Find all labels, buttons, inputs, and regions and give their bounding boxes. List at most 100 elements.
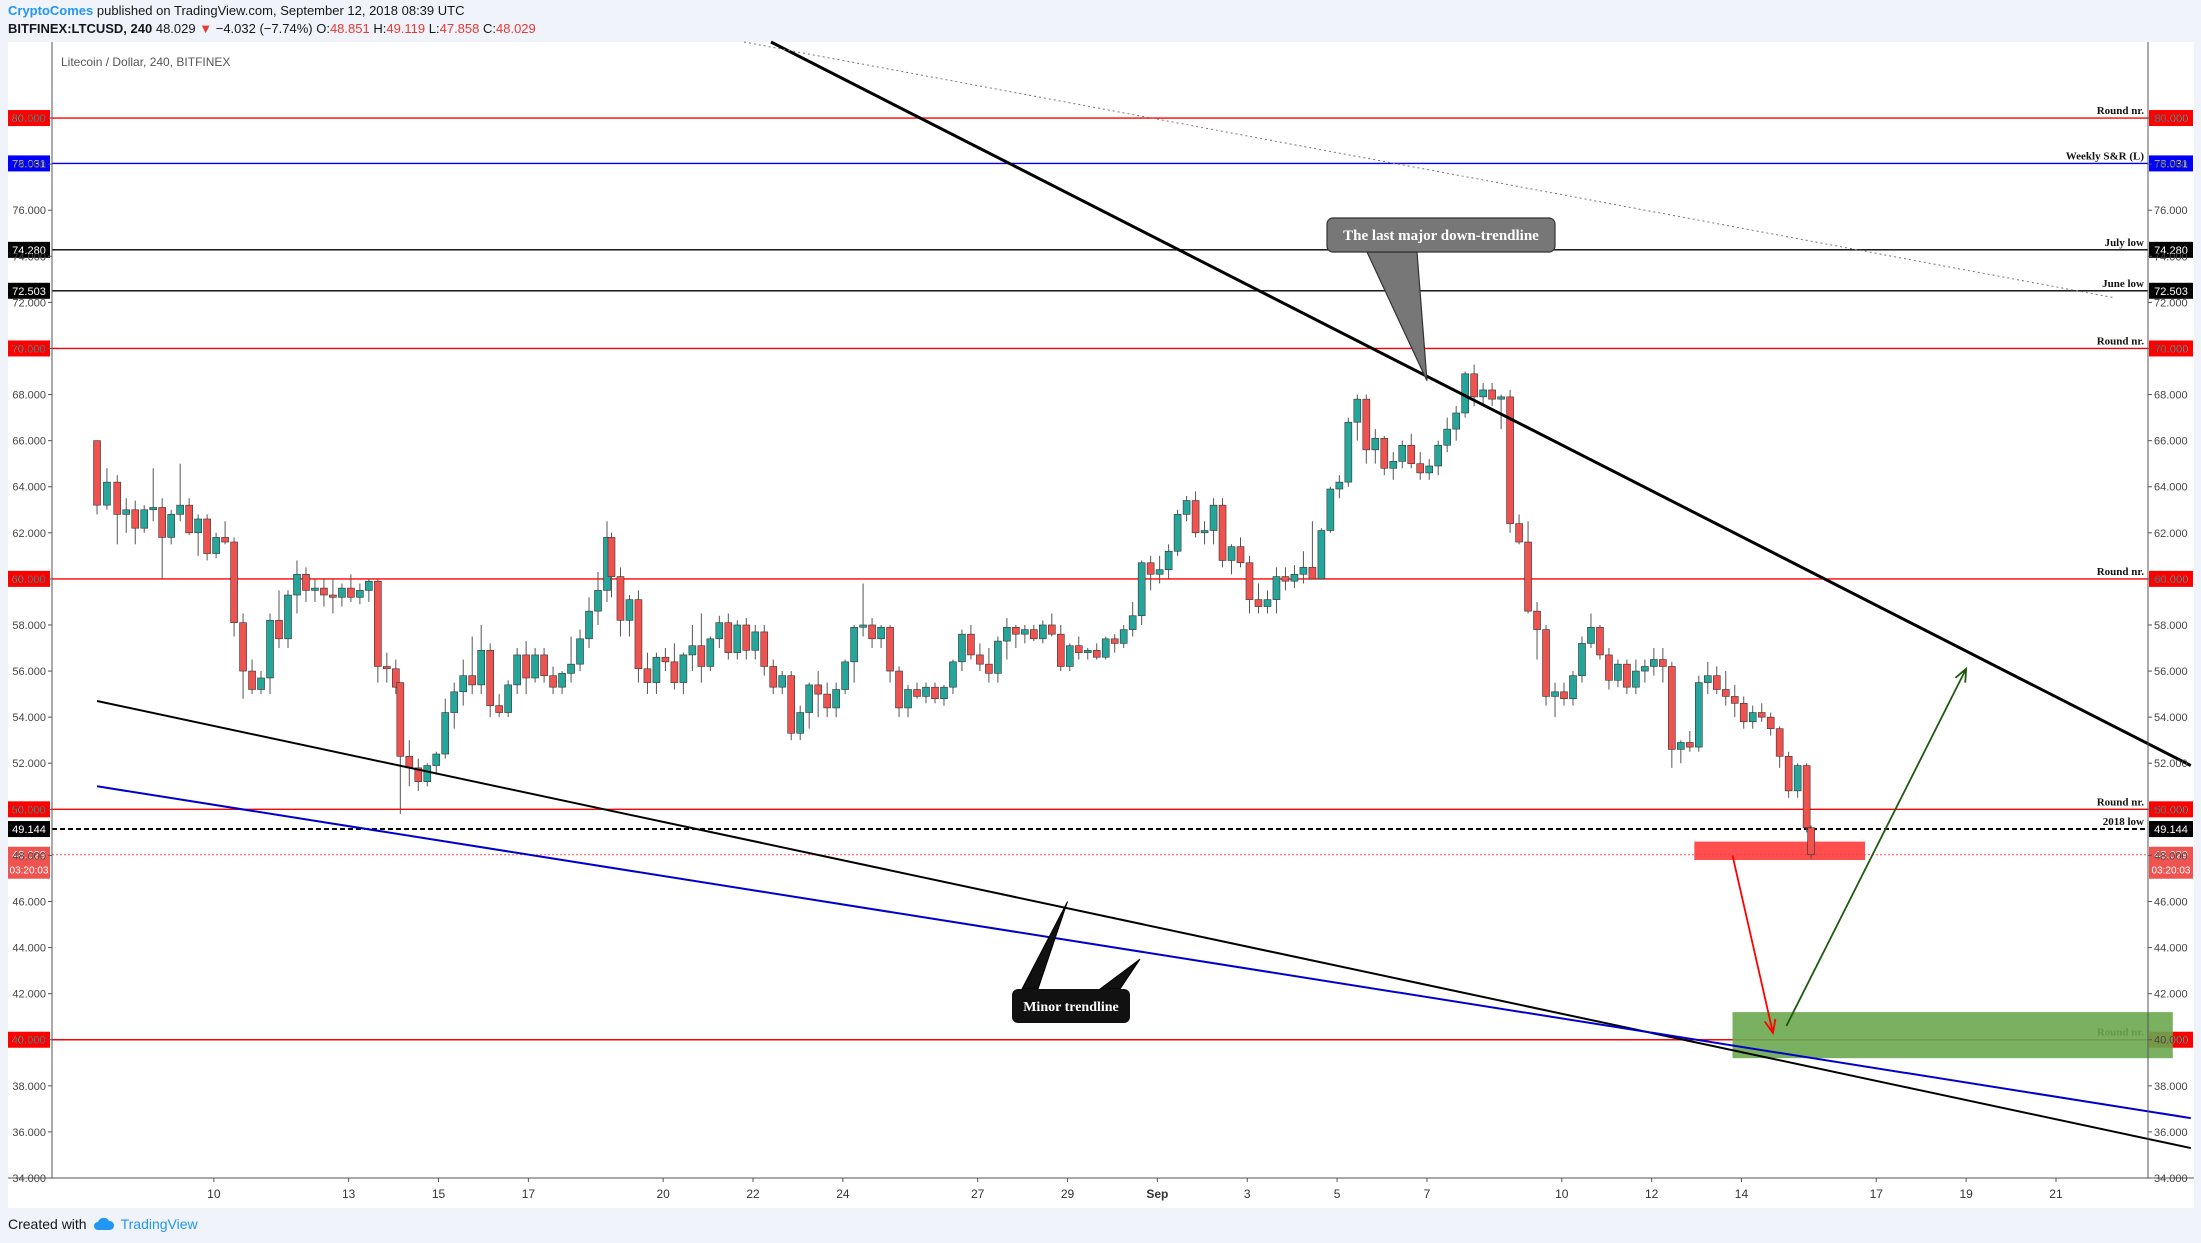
left-y-tick-label: 40.000 (12, 1035, 46, 1047)
candle (1048, 613, 1056, 637)
candle (1209, 498, 1218, 545)
candle-body (724, 622, 733, 653)
candle-body (1802, 765, 1811, 829)
candle-body (122, 509, 131, 515)
left-price-tag-label: 50.000 (12, 804, 46, 816)
candle-body (850, 626, 858, 663)
candle (1137, 560, 1146, 625)
candle (949, 659, 957, 695)
candle-body (203, 518, 211, 554)
candle-body (1137, 562, 1146, 617)
candle (432, 751, 441, 775)
level-label: Weekly S&R (L) (2066, 150, 2145, 162)
callouts-layer: The last major down-trendline Minor trend… (1012, 217, 1556, 1023)
candle (1191, 491, 1200, 538)
candle (477, 624, 485, 695)
candle (643, 652, 652, 695)
x-tick-label: 27 (971, 1187, 985, 1201)
candle (396, 682, 405, 814)
candle-body (661, 656, 670, 663)
candle (1039, 620, 1047, 644)
candle (1074, 636, 1083, 660)
publisher-name[interactable]: CryptoComes (8, 3, 94, 18)
x-tick-label: 29 (1061, 1187, 1075, 1201)
candle (103, 468, 111, 510)
x-tick-label: 19 (1959, 1187, 1973, 1201)
candle (1694, 675, 1703, 752)
candle-body (540, 654, 548, 676)
candle (1173, 509, 1182, 556)
candle (1128, 601, 1137, 637)
level-label: Round nr. (2097, 335, 2145, 347)
level-label: July low (2105, 237, 2144, 249)
x-tick-label: Sep (1146, 1187, 1168, 1201)
candle-body (365, 580, 373, 591)
candle-body (769, 666, 778, 688)
red-zone (1694, 841, 1866, 861)
down-triangle-icon: ▼ (199, 21, 213, 36)
candle-body (607, 537, 616, 577)
candle (1479, 383, 1487, 407)
candles-layer[interactable] (93, 364, 1815, 859)
candle (275, 590, 283, 649)
candle (625, 595, 634, 637)
candle (356, 583, 364, 605)
candle-body (886, 626, 894, 672)
x-tick-label: 21 (2049, 1187, 2063, 1201)
candle-body (1119, 629, 1128, 644)
candle (329, 578, 337, 614)
candle (841, 659, 849, 695)
right-y-tick-label: 46.000 (2154, 896, 2188, 908)
left-y-tick-label: 48.000 (12, 850, 46, 862)
trendlines-layer[interactable] (96, 40, 2192, 1150)
right-y-tick-label: 74.000 (2154, 251, 2188, 263)
candle (1012, 624, 1020, 649)
right-price-tag (2149, 570, 2193, 587)
candle-body (1110, 638, 1119, 644)
candle (347, 574, 355, 602)
candle-body (1092, 650, 1101, 658)
candle-body (1623, 663, 1631, 688)
candle-body (1209, 504, 1218, 531)
left-last-price-tag (8, 846, 50, 879)
close-value: 48.029 (496, 21, 536, 36)
candle (311, 578, 319, 602)
candle-body (1569, 675, 1577, 700)
candle-body (1281, 576, 1290, 582)
x-tick-label: 15 (432, 1187, 446, 1201)
candle (1182, 495, 1191, 522)
candle (1632, 659, 1640, 695)
candle-body (266, 620, 274, 679)
candle (1317, 528, 1326, 580)
right-last-price-label: 48.029 (2154, 850, 2188, 862)
candle (1272, 567, 1281, 614)
candle (661, 648, 670, 672)
candle (230, 537, 238, 637)
price-chart[interactable]: Round nr. 80.000 80.000 Weekly S&R (L) 78.03… (0, 40, 2201, 1210)
candle (1533, 601, 1541, 660)
candle-body (176, 504, 184, 515)
candle-body (1236, 546, 1245, 564)
left-price-tag-label: 40.000 (12, 1035, 46, 1047)
right-y-tick-label: 60.000 (2154, 574, 2188, 586)
right-price-tag-label: 80.000 (2154, 113, 2188, 125)
candle (1389, 452, 1398, 480)
candle (248, 659, 256, 695)
candle-body (1533, 610, 1541, 630)
candle (715, 615, 724, 649)
candle-body (468, 675, 477, 686)
candle (886, 624, 894, 683)
candle-body (459, 675, 468, 693)
right-y-tick-label: 58.000 (2154, 620, 2188, 632)
tradingview-brand[interactable]: TradingView (120, 1216, 198, 1232)
candle (513, 648, 521, 695)
candle-body (706, 638, 715, 667)
candle (850, 624, 858, 683)
candle-body (1524, 541, 1532, 612)
candle (1748, 705, 1757, 729)
candle (558, 671, 566, 695)
candle (266, 613, 274, 695)
candle-body (1542, 629, 1550, 697)
x-tick-label: 10 (1555, 1187, 1569, 1201)
candle-body (1048, 624, 1056, 635)
